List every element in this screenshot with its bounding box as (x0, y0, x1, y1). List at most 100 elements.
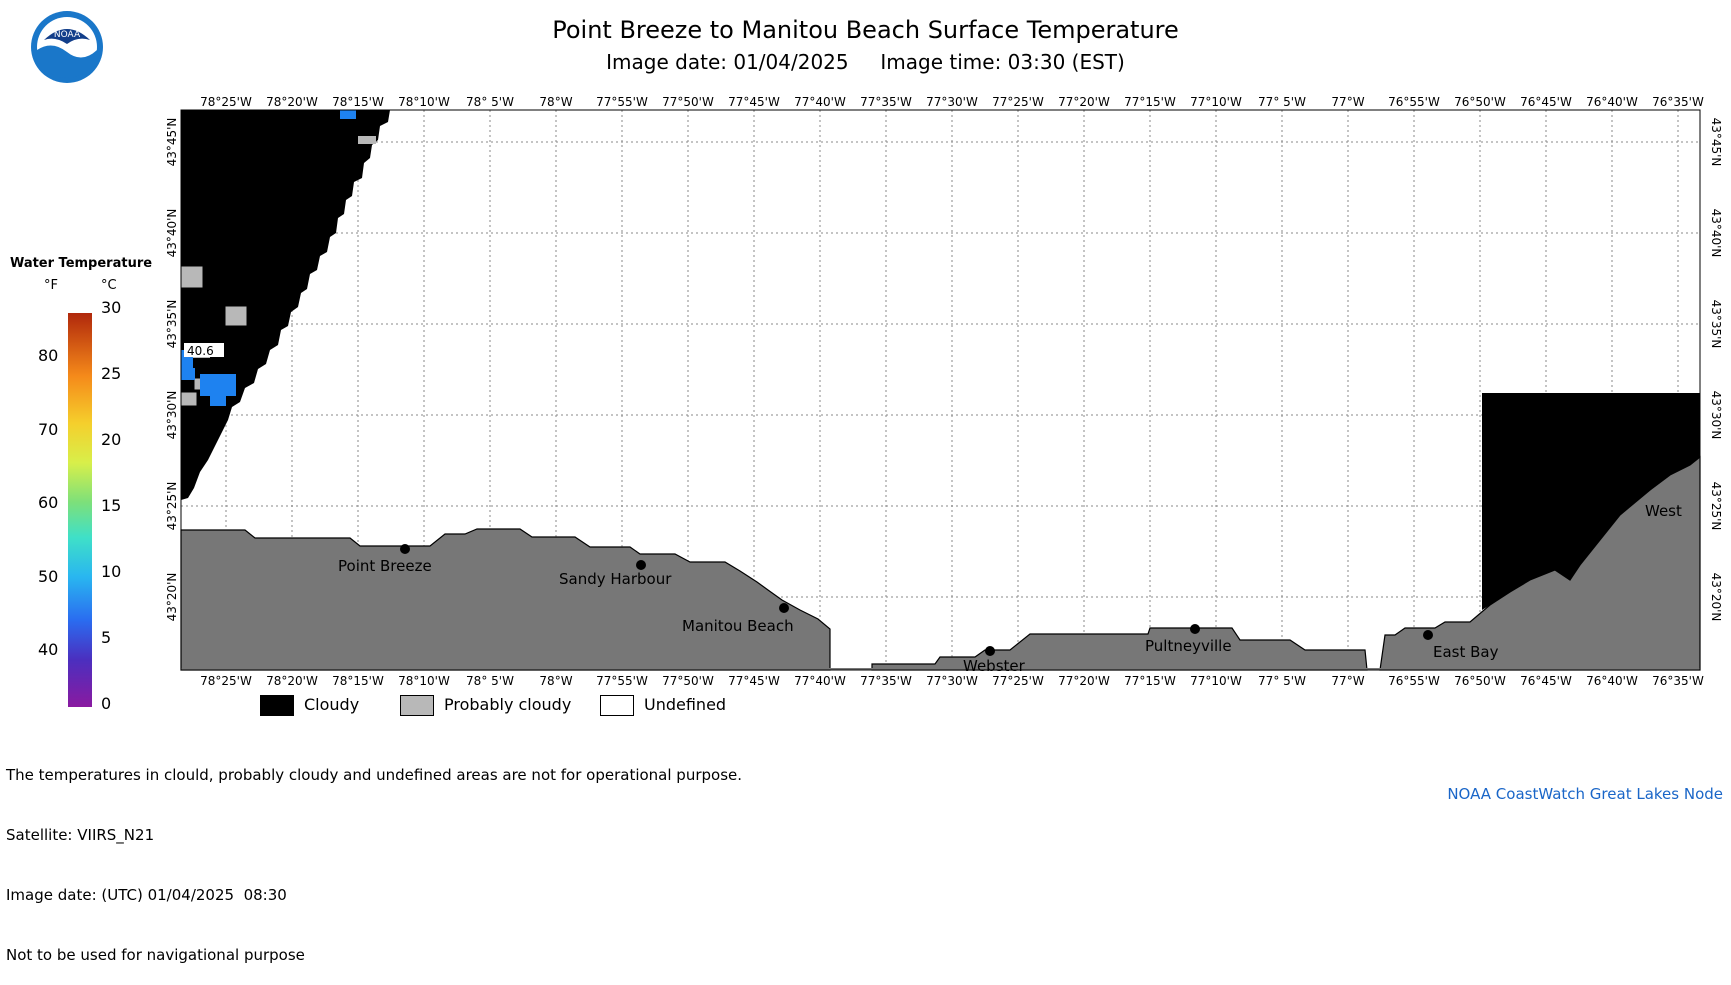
lon-label-top: 77°20'W (1058, 95, 1110, 109)
tick-f: 80 (38, 346, 59, 365)
land-webster-shore (871, 627, 1368, 671)
latitude-labels-right: 43°45'N 43°40'N 43°35'N 43°30'N 43°25'N 43°20… (1709, 118, 1723, 622)
lat-label-right: 43°25'N (1709, 482, 1723, 531)
legend-undefined-label: Undefined (644, 695, 727, 714)
probably-cloudy-patch (358, 136, 376, 144)
lon-label-top: 76°50'W (1454, 95, 1506, 109)
logo-text: NOAA (54, 30, 81, 40)
tick-c: 20 (101, 430, 122, 449)
lon-label-bottom: 78°10'W (398, 674, 450, 688)
lon-label-bottom: 76°45'W (1520, 674, 1572, 688)
colorbar (68, 313, 92, 707)
place-marker (636, 560, 646, 570)
longitude-labels-bottom: 78°25'W 78°20'W 78°15'W 78°10'W 78° 5'W 78°W 7… (200, 674, 1704, 688)
temp-label-box (184, 343, 224, 357)
undefined-swatch (600, 695, 634, 716)
lat-label-left: 43°25'N (165, 482, 179, 531)
place-webster: Webster (963, 657, 1026, 675)
lon-label-bottom: 78°W (539, 674, 572, 688)
lat-label-right: 43°45'N (1709, 118, 1723, 167)
lon-label-top: 77°45'W (728, 95, 780, 109)
map-frame (180, 109, 1701, 671)
lon-label-top: 76°35'W (1652, 95, 1704, 109)
place-east-bay: East Bay (1433, 643, 1499, 661)
lon-label-bottom: 76°55'W (1388, 674, 1440, 688)
place-marker (1628, 489, 1638, 499)
lat-label-left: 43°30'N (165, 391, 179, 440)
lon-label-top: 77°35'W (860, 95, 912, 109)
water-temp-pixel (340, 110, 356, 119)
footer-satellite: Satellite: VIIRS_N21 (6, 826, 155, 844)
lon-label-top: 77°25'W (992, 95, 1044, 109)
place-marker (400, 544, 410, 554)
latitude-labels-left: 43°45'N 43°40'N 43°35'N 43°30'N 43°25'N 43°20… (165, 118, 179, 622)
unit-fahrenheit: °F (44, 278, 58, 293)
noaa-logo-icon: NOAA (31, 11, 103, 83)
lon-label-top: 76°55'W (1388, 95, 1440, 109)
lon-label-bottom: 77°W (1331, 674, 1364, 688)
probably-cloudy-patch (224, 305, 248, 327)
place-west: West (1645, 502, 1682, 520)
lon-label-top: 78°20'W (266, 95, 318, 109)
lon-label-bottom: 77°25'W (992, 674, 1044, 688)
longitude-labels-top: 78°25'W 78°20'W 78°15'W 78°10'W 78° 5'W 78°W 7… (200, 95, 1704, 109)
lon-label-top: 77°50'W (662, 95, 714, 109)
footer-utc-date: Image date: (UTC) 01/04/2025 08:30 (6, 886, 287, 904)
lon-label-bottom: 76°40'W (1586, 674, 1638, 688)
legend-cloudy-label: Cloudy (304, 695, 360, 714)
water-temp-pixel (181, 368, 195, 380)
land-south-shore (180, 528, 831, 671)
lon-label-top: 77°15'W (1124, 95, 1176, 109)
tick-f: 40 (38, 640, 59, 659)
lon-label-bottom: 77°20'W (1058, 674, 1110, 688)
cloudy-swatch (260, 695, 294, 716)
cloud-northwest (181, 110, 390, 500)
lon-label-bottom: 77°45'W (728, 674, 780, 688)
tick-c: 25 (101, 364, 122, 383)
lon-label-bottom: 78°25'W (200, 674, 252, 688)
lon-label-top: 77°40'W (794, 95, 846, 109)
place-manitou-beach: Manitou Beach (682, 617, 794, 635)
lon-label-top: 77°W (1331, 95, 1364, 109)
lon-label-top: 77°30'W (926, 95, 978, 109)
tick-c: 30 (101, 298, 122, 317)
lat-label-right: 43°30'N (1709, 391, 1723, 440)
place-point-breeze: Point Breeze (338, 557, 432, 575)
lon-label-top: 76°45'W (1520, 95, 1572, 109)
lat-label-left: 43°45'N (165, 118, 179, 167)
place-marker (1190, 624, 1200, 634)
legend-probably-cloudy-label: Probably cloudy (444, 695, 572, 714)
footer-disclaimer: The temperatures in clould, probably clo… (6, 766, 743, 784)
lon-label-top: 78° 5'W (466, 95, 514, 109)
footer-notes: The temperatures in clould, probably clo… (6, 725, 742, 985)
lon-label-bottom: 77°40'W (794, 674, 846, 688)
probably-cloudy-patch (180, 391, 198, 407)
map-title: Point Breeze to Manitou Beach Surface Te… (552, 16, 1179, 44)
lon-label-top: 78°W (539, 95, 572, 109)
lon-label-bottom: 77°55'W (596, 674, 648, 688)
lon-label-top: 78°25'W (200, 95, 252, 109)
tick-f: 60 (38, 493, 59, 512)
lon-label-top: 78°10'W (398, 95, 450, 109)
cloud-east (1482, 393, 1700, 610)
lon-label-bottom: 78° 5'W (466, 674, 514, 688)
lon-label-bottom: 77°15'W (1124, 674, 1176, 688)
tick-c: 15 (101, 496, 122, 515)
temperature-map: 40.6 Point Breeze Sandy Harbour Manitou … (165, 95, 1723, 688)
lon-label-bottom: 77°30'W (926, 674, 978, 688)
lat-label-right: 43°35'N (1709, 300, 1723, 349)
place-marker (1423, 630, 1433, 640)
place-pultneyville: Pultneyville (1145, 637, 1232, 655)
credit-link[interactable]: NOAA CoastWatch Great Lakes Node (1447, 785, 1723, 803)
lon-label-bottom: 78°15'W (332, 674, 384, 688)
lon-label-top: 76°40'W (1586, 95, 1638, 109)
footer-navigation-note: Not to be used for navigational purpose (6, 946, 305, 964)
temp-value-label: 40.6 (187, 344, 214, 358)
legend-probably-cloudy: Probably cloudy (400, 695, 571, 716)
lon-label-top: 77°55'W (596, 95, 648, 109)
probably-cloudy-swatch (400, 695, 434, 716)
lon-label-bottom: 77°35'W (860, 674, 912, 688)
lon-label-top: 77°10'W (1190, 95, 1242, 109)
probably-cloudy-patch (180, 265, 204, 289)
tick-c: 5 (101, 628, 112, 647)
